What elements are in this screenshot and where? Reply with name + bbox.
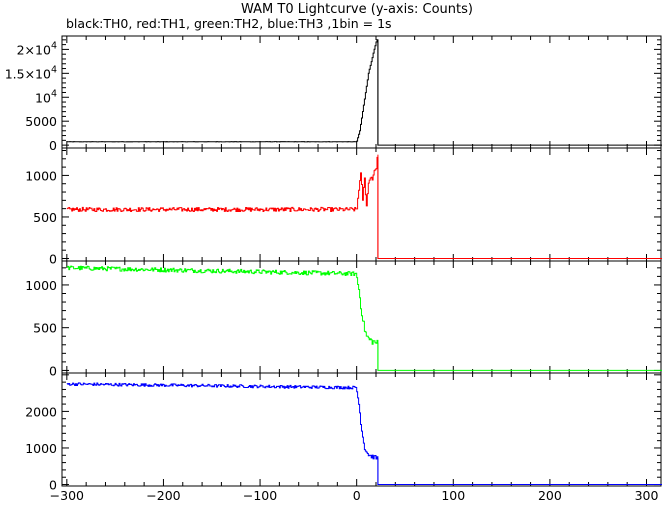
y-tick-label: 0 — [49, 252, 57, 267]
y-tick-label: 1.5×104 — [5, 64, 57, 81]
y-tick-label: 0 — [49, 363, 57, 378]
x-tick-label: −300 — [50, 488, 84, 503]
y-tick-label: 5000 — [25, 114, 57, 129]
series-th2 — [66, 265, 662, 371]
y-tick-label: 104 — [35, 88, 57, 105]
x-tick-label: 200 — [538, 488, 562, 503]
series-th1 — [66, 156, 662, 259]
y-tick-label: 2×104 — [17, 40, 57, 57]
y-tick-label: 1000 — [25, 168, 57, 183]
y-tick-label: 1000 — [25, 441, 57, 456]
y-tick-label: 500 — [33, 321, 57, 336]
y-tick-label: 0 — [49, 478, 57, 493]
panel-frame — [61, 35, 662, 149]
y-tick-label: 2000 — [25, 404, 57, 419]
y-tick-label: 1000 — [25, 278, 57, 293]
chart-title: WAM T0 Lightcurve (y-axis: Counts) — [241, 2, 473, 17]
panel-frame — [61, 372, 662, 487]
y-tick-label: 500 — [33, 210, 57, 225]
x-tick-label: −100 — [243, 488, 277, 503]
x-tick-label: 100 — [441, 488, 465, 503]
series-th3 — [66, 382, 662, 485]
panel-th1: 0 500 1000 — [25, 147, 662, 267]
panel-frame — [61, 260, 662, 374]
x-tick-label: −200 — [146, 488, 180, 503]
x-tick-labels: −300 −200 −100 0 100 200 300 — [50, 488, 659, 503]
panel-th3: 0 1000 2000 — [25, 372, 662, 493]
chart-subtitle: black:TH0, red:TH1, green:TH2, blue:TH3 … — [66, 16, 392, 31]
panel-frame — [61, 147, 662, 262]
panels: 0 5000 104 1.5×104 2×104 0 500 1000 0 500 1000 0 100… — [5, 35, 662, 493]
y-tick-label: 0 — [49, 138, 57, 153]
series-th0 — [66, 39, 662, 146]
panel-th0: 0 5000 104 1.5×104 2×104 — [5, 35, 662, 153]
panel-th2: 0 500 1000 — [25, 260, 662, 378]
x-tick-label: 0 — [353, 488, 361, 503]
x-tick-label: 300 — [635, 488, 659, 503]
